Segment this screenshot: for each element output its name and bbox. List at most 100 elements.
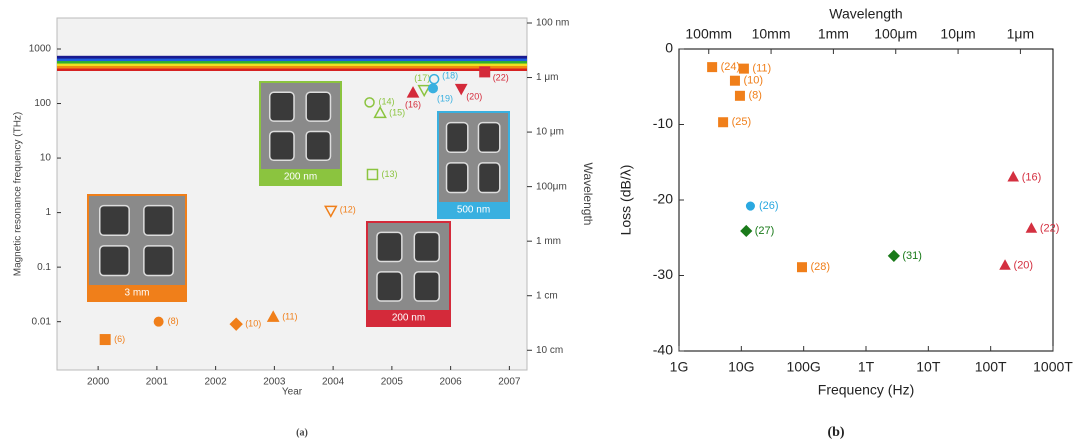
point-label: (11) xyxy=(752,63,771,75)
marker xyxy=(740,224,753,238)
panel-label: (a) xyxy=(296,427,308,438)
y-tick-label: -10 xyxy=(653,115,673,131)
panel-a: 2000 2001 2002 2003 2004 2005 2006 2007 0.01 0.1 1… xyxy=(13,17,595,438)
y-tick-label: -20 xyxy=(653,191,673,207)
point-label: (10) xyxy=(743,75,763,87)
marker xyxy=(1025,222,1038,233)
marker xyxy=(229,317,243,331)
y-tick-label: 1 xyxy=(45,207,51,218)
y2-tick-label: 100 nm xyxy=(536,18,569,29)
point-label: (16) xyxy=(1022,171,1042,183)
point-label: (25) xyxy=(732,116,752,128)
x-tick-label: 10G xyxy=(728,359,754,375)
y-tick-label: 0.01 xyxy=(32,316,52,327)
x-axis-label: Frequency (Hz) xyxy=(818,382,914,398)
x-tick-label: 2000 xyxy=(87,377,110,388)
x-tick-label: 2002 xyxy=(205,377,228,388)
y2-tick-label: 100μm xyxy=(536,181,567,192)
inset-feature xyxy=(268,91,295,122)
marker xyxy=(1007,170,1020,182)
y2-tick-label: 1 mm xyxy=(536,236,561,247)
y-tick-label: 0 xyxy=(665,40,673,56)
point-label: (11) xyxy=(282,312,297,322)
y2-axis-label: Wavelength xyxy=(581,163,595,226)
x-axis-label: Year xyxy=(282,387,303,398)
y2-tick-label: 1 cm xyxy=(536,290,558,301)
inset-caption-bar xyxy=(367,310,450,326)
marker xyxy=(153,316,164,327)
inset-feature xyxy=(99,245,130,277)
marker xyxy=(887,249,900,262)
marker xyxy=(707,62,718,73)
x-tick-label: 2005 xyxy=(381,377,404,388)
inset-feature xyxy=(305,130,332,162)
marker xyxy=(373,105,387,119)
point-label: (14) xyxy=(379,97,395,107)
spectrum-band xyxy=(57,68,527,71)
x-tick-label: 2003 xyxy=(263,377,286,388)
x-tick-label: 2007 xyxy=(498,377,521,388)
inset-caption-bar xyxy=(88,285,186,301)
inset-feature xyxy=(477,162,501,194)
x2-tick-label: 10mm xyxy=(752,26,791,42)
spectrum-band xyxy=(57,65,527,69)
marker xyxy=(366,168,379,181)
x-tick-label: 2006 xyxy=(440,377,463,388)
point-label: (18) xyxy=(442,71,458,81)
y-tick-label: 100 xyxy=(34,98,51,109)
point-label: (10) xyxy=(245,319,261,329)
point-label: (26) xyxy=(759,200,779,212)
inset-caption: 500 nm xyxy=(457,205,490,216)
y-axis-label: Magnetic resonance frequency (THz) xyxy=(13,112,24,277)
marker xyxy=(734,90,745,101)
x2-tick-label: 1μm xyxy=(1007,26,1035,42)
marker xyxy=(999,259,1011,270)
point-label: (20) xyxy=(466,92,482,102)
point-label: (15) xyxy=(389,108,405,118)
inset-caption: 200 nm xyxy=(284,172,317,183)
inset-caption-bar xyxy=(260,169,341,185)
inset-feature xyxy=(445,121,469,154)
marker xyxy=(417,84,431,98)
spectrum-band xyxy=(57,58,527,62)
point-label: (31) xyxy=(902,250,922,262)
inset-caption: 3 mm xyxy=(125,288,150,299)
x2-axis-label: Wavelength xyxy=(829,6,902,22)
inset-feature xyxy=(477,121,501,154)
point-label: (28) xyxy=(810,261,830,273)
marker xyxy=(324,205,338,218)
y-tick-label: -30 xyxy=(653,266,673,282)
marker xyxy=(796,262,807,273)
y2-tick-label: 10 cm xyxy=(536,345,563,356)
marker xyxy=(745,201,755,211)
point-label: (17) xyxy=(414,73,430,83)
x-tick-label: 1G xyxy=(670,359,689,375)
inset-feature xyxy=(413,231,440,263)
x-tick-label: 1T xyxy=(858,359,875,375)
inset-feature xyxy=(143,245,175,277)
x-tick-label: 100G xyxy=(787,359,821,375)
y-tick-label: 10 xyxy=(40,153,52,164)
y2-tick-label: 10 μm xyxy=(536,127,564,138)
marker xyxy=(406,86,420,98)
inset-feature xyxy=(268,130,295,162)
y-tick-label: 1000 xyxy=(29,44,52,55)
inset-caption: 200 nm xyxy=(392,313,425,324)
y2-tick-label: 1 μm xyxy=(536,72,558,83)
y-tick-label: -40 xyxy=(653,342,673,358)
marker xyxy=(99,334,111,346)
inset-feature xyxy=(99,204,130,237)
point-label: (16) xyxy=(405,100,421,110)
point-label: (8) xyxy=(748,90,761,102)
point-label: (19) xyxy=(437,94,453,104)
marker xyxy=(729,75,740,86)
inset-feature xyxy=(413,271,440,302)
x2-tick-label: 1mm xyxy=(818,26,849,42)
spectrum-band xyxy=(57,55,527,59)
marker xyxy=(718,117,729,128)
point-label: (13) xyxy=(381,169,397,179)
point-label: (22) xyxy=(1040,223,1060,235)
marker xyxy=(428,83,438,94)
point-label: (6) xyxy=(114,334,125,344)
inset-feature xyxy=(376,271,403,302)
